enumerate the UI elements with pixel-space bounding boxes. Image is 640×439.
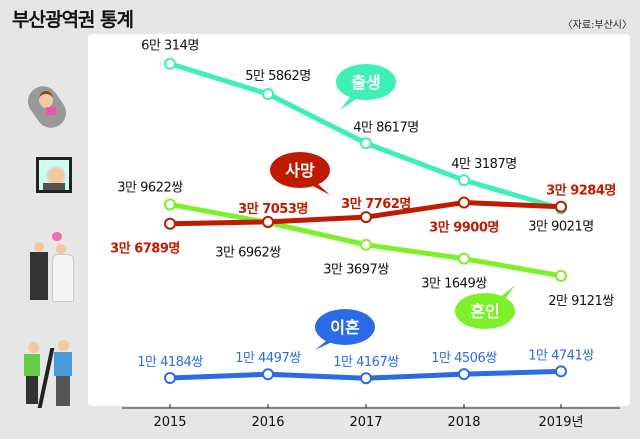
data-point [164,372,176,384]
data-point [164,198,176,211]
series-name: 사망 [285,161,315,180]
series-name: 이혼 [330,318,360,337]
series-name: 혼인 [470,302,499,321]
series-name-bubble [315,309,375,345]
data-label: 4만 8617명 [353,120,418,135]
data-label: 3만 9284명 [546,183,616,199]
page-title: 부산광역권 통계 [12,9,134,31]
data-point [555,365,567,378]
data-point [360,372,372,385]
data-label: 3만 3697쌍 [323,263,389,278]
data-label: 1만 4506쌍 [431,351,497,366]
data-point [360,238,372,251]
data-label: 3만 6962쌍 [215,246,281,261]
data-point [555,269,567,282]
data-label: 1만 4497쌍 [235,351,301,366]
data-label: 6만 314명 [141,39,199,54]
x-tick-label: 2018 [447,415,480,430]
data-point [360,211,372,224]
data-label: 5만 5862명 [245,69,310,84]
data-label: 1만 4741쌍 [528,348,594,363]
data-point [262,215,274,228]
series-name-bubble [270,152,330,188]
data-point [458,174,470,187]
elderly-portrait-icon [36,157,72,193]
x-tick-label: 2019년 [538,415,583,430]
source-note: 〈자료:부산시〉 [562,20,632,31]
data-label: 3만 1649쌍 [421,277,487,292]
data-point [458,368,470,381]
data-point [555,200,567,213]
data-label: 3만 9622쌍 [117,180,183,195]
data-point [458,196,470,209]
data-label: 1만 4167쌍 [333,355,399,370]
series-name-bubble [455,293,515,329]
data-point [458,252,470,265]
series-name-bubble [336,64,396,100]
data-label: 4만 3187명 [451,157,516,172]
data-point [164,217,176,230]
data-point [262,368,274,381]
data-label: 1만 4184쌍 [137,355,203,370]
data-point [360,137,372,150]
x-tick-label: 2015 [153,415,186,430]
data-label: 3만 6789명 [110,241,180,257]
data-label: 3만 9021명 [528,220,593,235]
baby-icon [22,80,72,134]
data-label: 3만 7762명 [341,196,411,212]
data-label: 2만 9121쌍 [548,294,614,309]
data-point [262,88,274,101]
x-tick-label: 2017 [349,415,382,430]
x-tick-label: 2016 [251,415,284,430]
data-point [164,57,176,70]
data-label: 3만 7053명 [238,201,308,217]
data-label: 3만 9900명 [429,220,499,236]
series-name: 출생 [351,73,380,92]
